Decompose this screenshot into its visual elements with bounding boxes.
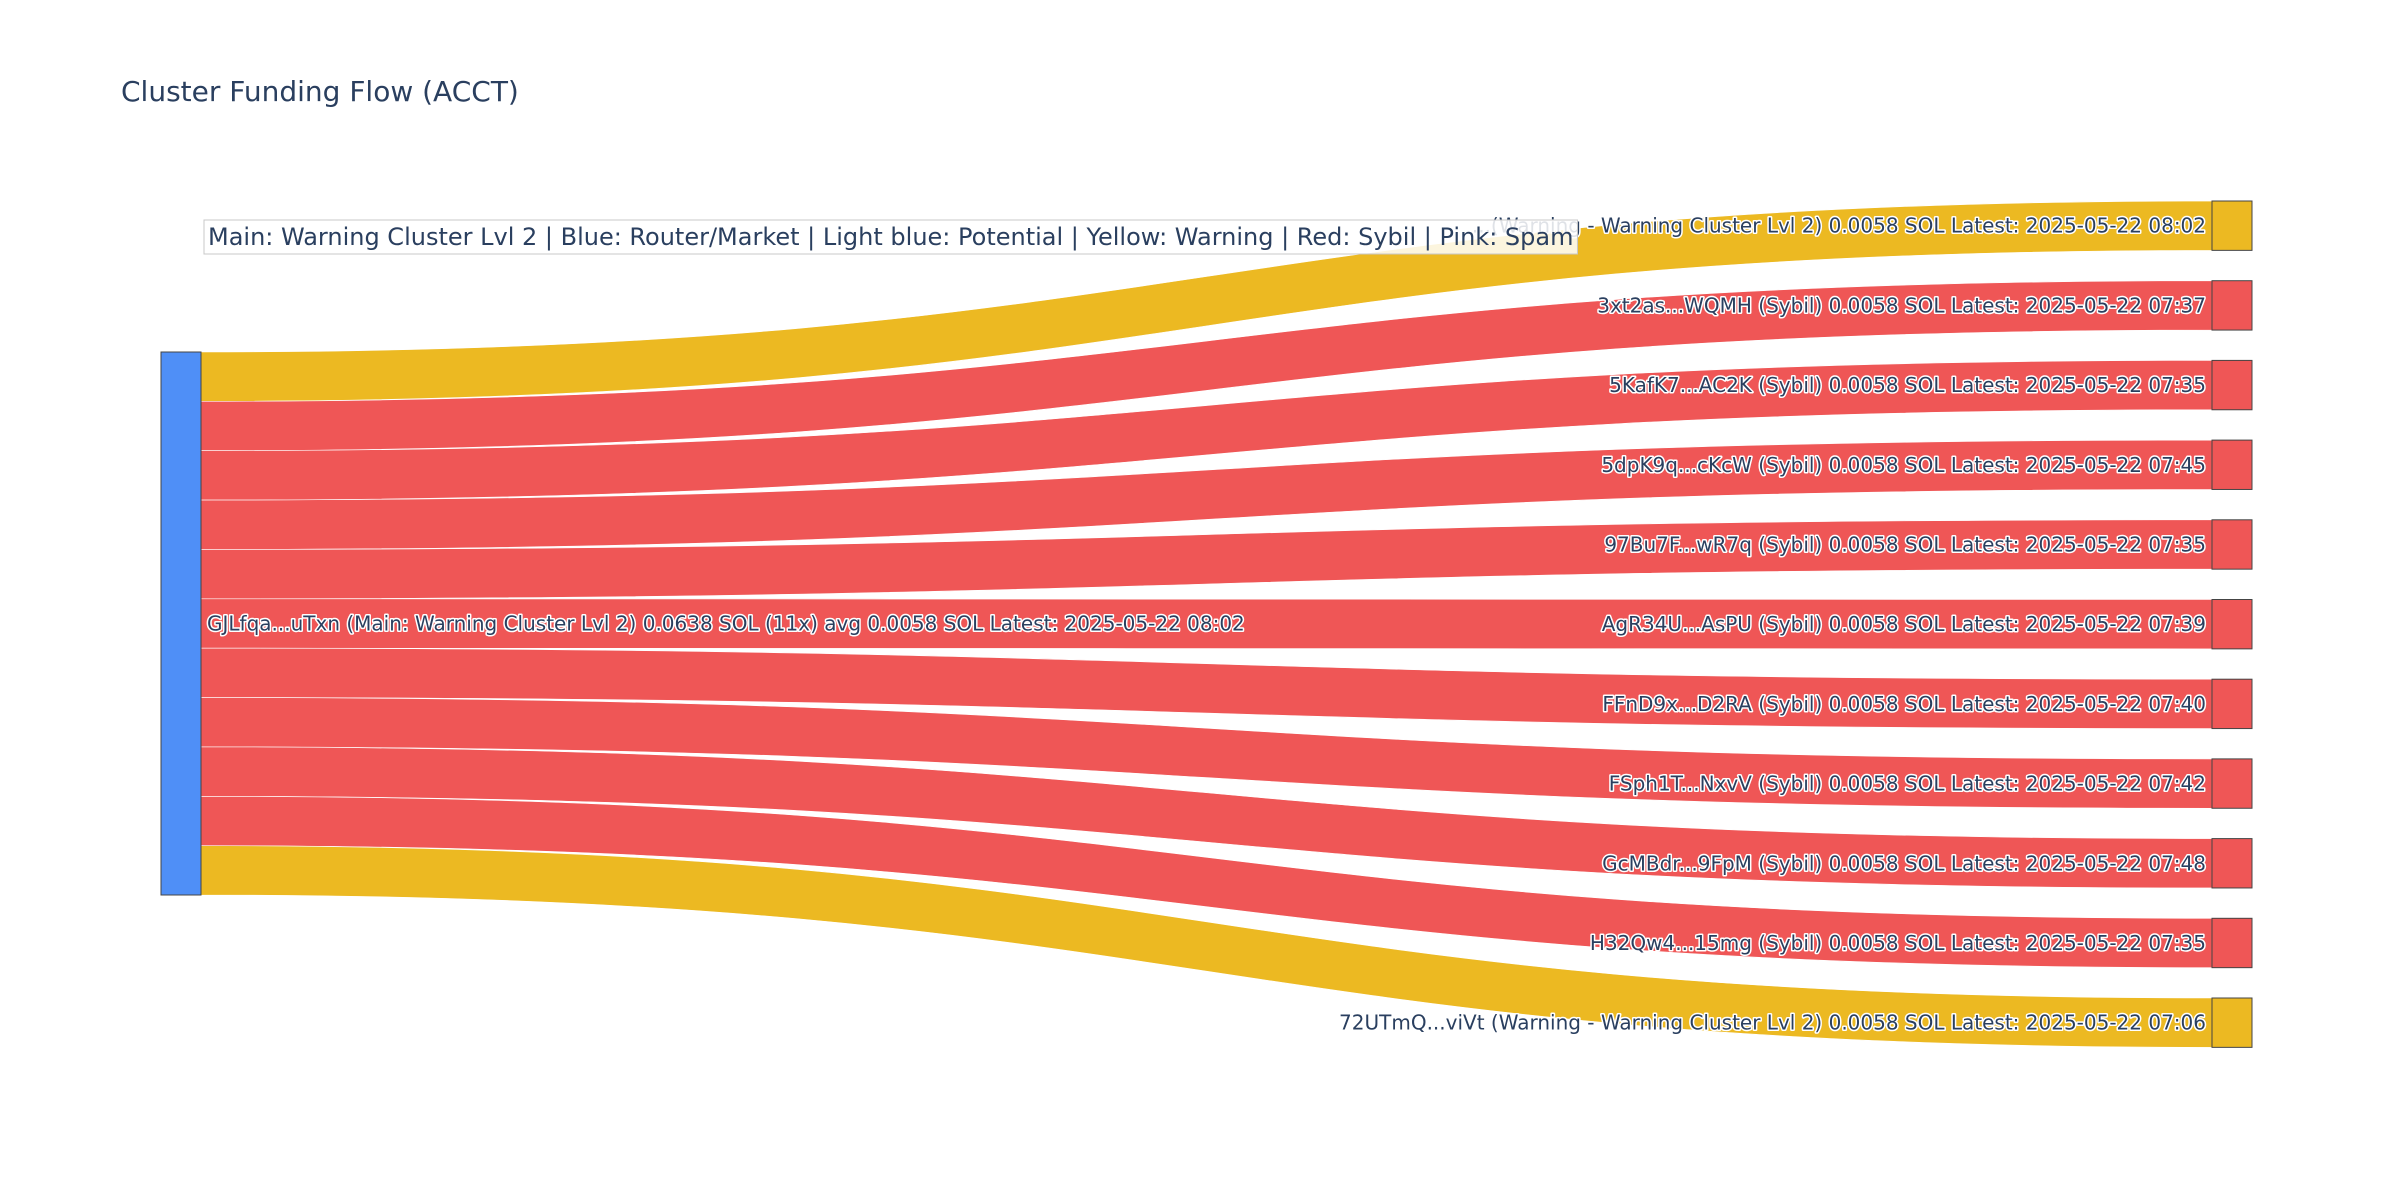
- flow-links: [200, 200, 2213, 1048]
- target-node-10: [2211, 917, 2253, 969]
- target-node-label-7: FFnD9x...D2RA (Sybil) 0.0058 SOL Latest:…: [1602, 692, 2206, 716]
- target-node-label-8: FSph1T...NxvV (Sybil) 0.0058 SOL Latest:…: [1609, 772, 2206, 796]
- target-node-5: [2211, 519, 2253, 570]
- target-node-label-4: 5dpK9q...cKcW (Sybil) 0.0058 SOL Latest:…: [1601, 453, 2206, 477]
- target-node-3: [2211, 359, 2253, 411]
- target-node-1: [2211, 200, 2253, 251]
- legend-annotation-box: [203, 219, 1578, 255]
- flow-nodes: [160, 200, 2253, 1048]
- target-node-label-11: 72UTmQ...viVt (Warning - Warning Cluster…: [1339, 1011, 2206, 1035]
- target-node-label-1: ...(Warning - Warning Cluster Lvl 2) 0.0…: [1472, 214, 2206, 238]
- target-node-9: [2211, 838, 2253, 889]
- target-node-label-2: 3xt2as...WQMH (Sybil) 0.0058 SOL Latest:…: [1597, 293, 2206, 317]
- target-node-8: [2211, 758, 2253, 809]
- source-node: [160, 351, 202, 896]
- source-node-label: GJLfqa...uTxn (Main: Warning Cluster Lvl…: [207, 612, 1245, 636]
- target-node-4: [2211, 439, 2253, 490]
- target-node-7: [2211, 678, 2253, 730]
- target-node-11: [2211, 997, 2253, 1048]
- chart-title: Cluster Funding Flow (ACCT): [121, 75, 519, 108]
- legend-annotation-text: Main: Warning Cluster Lvl 2 | Blue: Rout…: [208, 223, 1573, 251]
- legend-annotation: Main: Warning Cluster Lvl 2 | Blue: Rout…: [203, 219, 1578, 255]
- target-node-6: [2211, 599, 2253, 650]
- node-labels: GJLfqa...uTxn (Main: Warning Cluster Lvl…: [206, 212, 2208, 1036]
- target-node-2: [2211, 280, 2253, 331]
- target-node-label-10: H32Qw4...15mg (Sybil) 0.0058 SOL Latest:…: [1590, 931, 2206, 955]
- target-node-label-5: 97Bu7F...wR7q (Sybil) 0.0058 SOL Latest:…: [1604, 532, 2206, 556]
- target-node-label-6: AgR34U...AsPU (Sybil) 0.0058 SOL Latest:…: [1602, 612, 2206, 636]
- target-node-label-3: 5KafK7...AC2K (Sybil) 0.0058 SOL Latest:…: [1609, 373, 2206, 397]
- target-node-label-9: GcMBdr...9FpM (Sybil) 0.0058 SOL Latest:…: [1602, 851, 2206, 875]
